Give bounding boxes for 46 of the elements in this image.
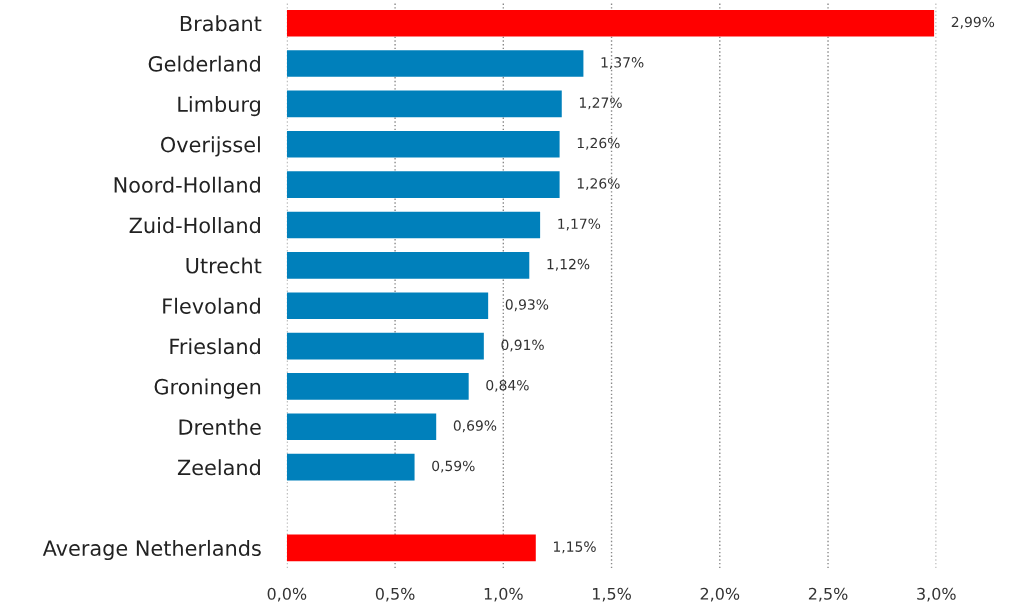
y-tick-label: Noord-Holland bbox=[114, 176, 260, 193]
y-tick-label: Groningen bbox=[154, 378, 261, 399]
y-tick-label: Drenthe bbox=[179, 418, 261, 435]
bar bbox=[286, 252, 530, 279]
bar bbox=[286, 373, 469, 400]
bar bbox=[286, 413, 437, 441]
y-tick-label: Flevoland bbox=[163, 297, 260, 314]
y-tick-label: Friesland bbox=[170, 338, 260, 355]
data-label: 0,93% bbox=[505, 299, 549, 312]
y-tick-label: Zuid-Holland bbox=[129, 217, 260, 234]
data-label: 0,84% bbox=[486, 379, 529, 392]
bar bbox=[286, 292, 489, 320]
y-tick-label: Utrecht bbox=[186, 257, 262, 274]
data-label: 0,59% bbox=[432, 460, 475, 473]
data-label: 1,27% bbox=[579, 97, 622, 110]
bar bbox=[286, 171, 560, 198]
bar bbox=[286, 453, 415, 481]
x-tick-label: 0,5% bbox=[375, 587, 415, 602]
data-label: 1,26% bbox=[577, 178, 620, 191]
x-tick-label: 1,0% bbox=[484, 587, 523, 602]
data-label: 0,91% bbox=[501, 339, 544, 352]
data-label: 2,99% bbox=[951, 16, 995, 29]
y-tick-label: Brabant bbox=[180, 15, 262, 32]
x-tick-label: 2,0% bbox=[700, 587, 740, 602]
data-label: 1,17% bbox=[558, 218, 601, 231]
data-label: 1,37% bbox=[601, 57, 644, 69]
y-tick-label: Overijssel bbox=[161, 136, 260, 157]
bar bbox=[286, 534, 536, 562]
y-tick-label: Zeeland bbox=[177, 459, 260, 476]
data-label: 1,15% bbox=[553, 541, 596, 554]
bar bbox=[286, 332, 484, 360]
bar bbox=[286, 90, 562, 118]
bar bbox=[286, 50, 584, 77]
bar bbox=[286, 9, 935, 37]
bar bbox=[286, 211, 541, 239]
x-tick-label: 0,0% bbox=[267, 587, 307, 602]
x-tick-label: 1,5% bbox=[593, 587, 631, 602]
data-label: 1,12% bbox=[547, 258, 590, 271]
data-label: 0,69% bbox=[453, 420, 497, 433]
y-tick-label: Gelderland bbox=[148, 55, 260, 72]
x-tick-label: 2,5% bbox=[808, 587, 848, 602]
bar bbox=[286, 130, 560, 158]
x-tick-label: 3,0% bbox=[917, 587, 956, 602]
data-label: 1,26% bbox=[577, 137, 620, 150]
y-tick-label: Limburg bbox=[178, 95, 260, 117]
y-tick-label: Average Netherlands bbox=[42, 539, 261, 561]
